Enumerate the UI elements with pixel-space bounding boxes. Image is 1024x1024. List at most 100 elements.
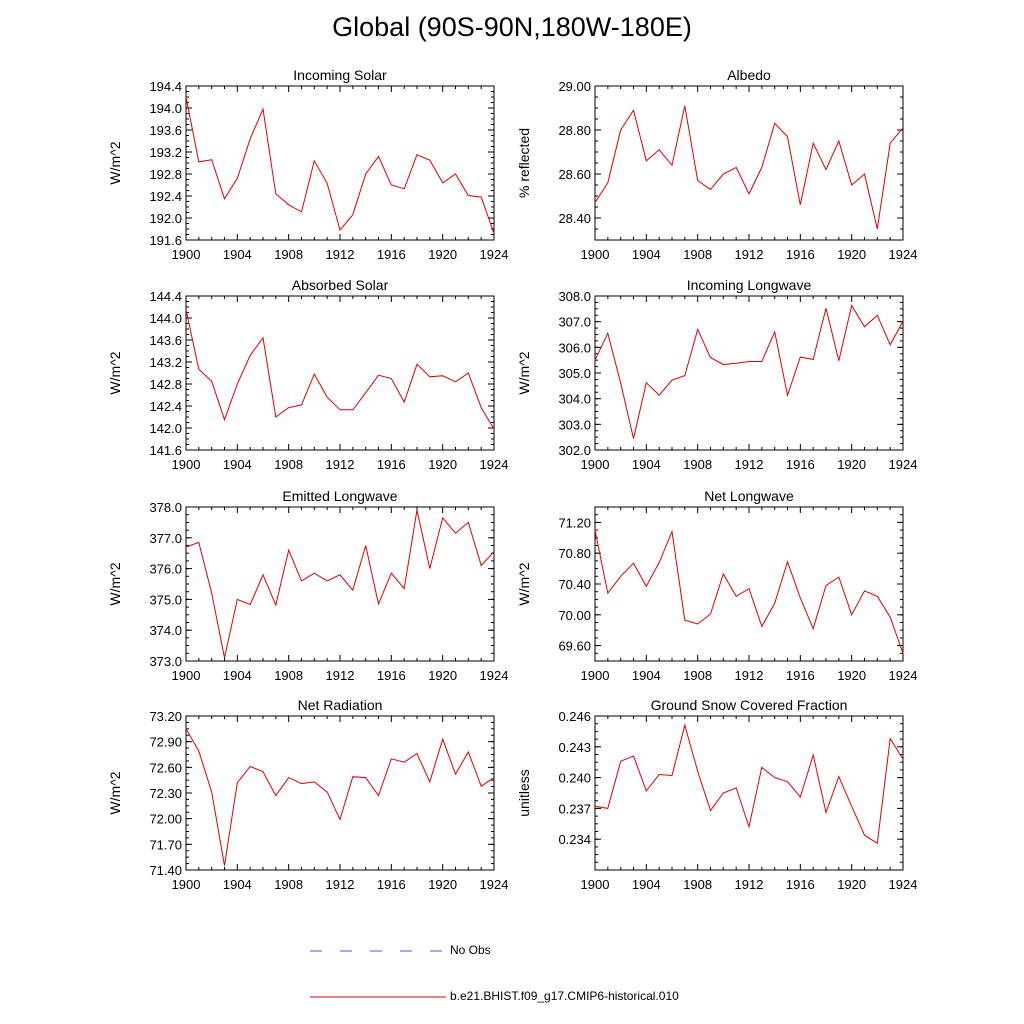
- x-tick-label: 1900: [172, 668, 201, 683]
- y-tick-label: 143.6: [149, 333, 182, 348]
- y-tick-label: 144.0: [149, 311, 182, 326]
- chart-net-longwave: Net Longwave W/m^2 1900 1904 1908 1912 1916 192…: [516, 488, 917, 683]
- x-tick-label: 1916: [377, 457, 406, 472]
- y-tick-label: 70.40: [558, 577, 591, 592]
- y-tick-label: 70.00: [558, 608, 591, 623]
- chart-title: Net Longwave: [704, 488, 794, 504]
- y-tick-label: 373.0: [149, 654, 182, 669]
- x-tick-label: 1900: [172, 877, 201, 892]
- series-line: [594, 304, 904, 439]
- y-tick-label: 193.2: [149, 145, 182, 160]
- x-tick-label: 1920: [428, 247, 457, 262]
- y-axis-label: W/m^2: [107, 771, 123, 814]
- plot-frame: [185, 85, 495, 241]
- y-tick-label: 377.0: [149, 531, 182, 546]
- y-axis-label: W/m^2: [516, 351, 532, 394]
- x-tick-label: 1912: [326, 457, 355, 472]
- legend-solid-line: [310, 996, 446, 998]
- y-tick-label: 28.40: [558, 211, 591, 226]
- legend-label-model-run: b.e21.BHIST.f09_g17.CMIP6-historical.010: [450, 989, 679, 1003]
- x-tick-label: 1920: [837, 668, 866, 683]
- y-tick-label: 70.80: [558, 546, 591, 561]
- x-tick-label: 1920: [837, 457, 866, 472]
- y-axis-label: W/m^2: [107, 351, 123, 394]
- y-tick-label: 144.4: [149, 289, 182, 304]
- y-tick-label: 194.0: [149, 101, 182, 116]
- y-tick-label: 72.60: [149, 760, 182, 775]
- plot-frame: [185, 506, 495, 662]
- x-tick-label: 1908: [274, 247, 303, 262]
- y-tick-label: 306.0: [558, 340, 591, 355]
- plot-frame: [594, 715, 904, 871]
- y-tick-label: 307.0: [558, 315, 591, 330]
- y-axis-label: W/m^2: [107, 141, 123, 184]
- y-tick-label: 71.40: [149, 863, 182, 878]
- y-tick-label: 0.234: [558, 832, 591, 847]
- x-tick-label: 1900: [581, 457, 610, 472]
- y-tick-label: 0.243: [558, 740, 591, 755]
- y-axis-label: unitless: [516, 769, 532, 816]
- y-tick-label: 142.4: [149, 399, 182, 414]
- x-tick-label: 1908: [274, 668, 303, 683]
- y-tick-label: 73.20: [149, 709, 182, 724]
- y-tick-label: 0.237: [558, 801, 591, 816]
- y-tick-label: 375.0: [149, 592, 182, 607]
- x-tick-label: 1908: [683, 247, 712, 262]
- chart-title: Absorbed Solar: [292, 277, 389, 293]
- x-tick-label: 1912: [735, 877, 764, 892]
- x-tick-label: 1920: [428, 457, 457, 472]
- y-tick-label: 378.0: [149, 500, 182, 515]
- y-tick-label: 192.0: [149, 211, 182, 226]
- y-tick-label: 303.0: [558, 417, 591, 432]
- x-tick-label: 1900: [581, 247, 610, 262]
- x-tick-label: 1924: [889, 668, 918, 683]
- y-tick-label: 302.0: [558, 443, 591, 458]
- series-line: [185, 509, 495, 659]
- y-tick-label: 72.30: [149, 786, 182, 801]
- chart-ground-snow-covered-fraction: Ground Snow Covered Fraction unitless 1900…: [516, 697, 917, 892]
- plot-frame: [594, 85, 904, 241]
- x-tick-label: 1924: [480, 668, 509, 683]
- chart-title: Ground Snow Covered Fraction: [651, 697, 848, 713]
- x-tick-label: 1904: [223, 457, 252, 472]
- chart-title: Albedo: [727, 67, 771, 83]
- x-tick-label: 1908: [274, 877, 303, 892]
- x-tick-label: 1912: [735, 457, 764, 472]
- series-line: [594, 105, 904, 230]
- legend-item-model-run: b.e21.BHIST.f09_g17.CMIP6-historical.010: [300, 986, 800, 1008]
- x-tick-label: 1924: [480, 877, 509, 892]
- legend-item-no-obs: No Obs: [300, 940, 800, 962]
- series-line: [185, 96, 495, 234]
- plot-frame: [185, 715, 495, 871]
- x-tick-label: 1916: [786, 668, 815, 683]
- chart-title: Emitted Longwave: [282, 488, 397, 504]
- plot-frame: [594, 295, 904, 451]
- y-tick-label: 143.2: [149, 355, 182, 370]
- y-tick-label: 0.246: [558, 709, 591, 724]
- chart-incoming-solar: Incoming Solar W/m^2 1900 1904 1908 1912 1916 1…: [107, 67, 508, 262]
- x-tick-label: 1900: [172, 457, 201, 472]
- x-tick-label: 1908: [683, 877, 712, 892]
- series-line: [594, 723, 904, 845]
- x-tick-label: 1924: [889, 247, 918, 262]
- x-tick-label: 1908: [274, 457, 303, 472]
- y-tick-label: 193.6: [149, 123, 182, 138]
- x-tick-label: 1912: [735, 247, 764, 262]
- x-tick-label: 1904: [632, 877, 661, 892]
- series-line: [185, 728, 495, 866]
- y-tick-label: 71.70: [149, 837, 182, 852]
- y-tick-label: 72.90: [149, 735, 182, 750]
- x-tick-label: 1908: [683, 457, 712, 472]
- plot-frame: [594, 506, 904, 662]
- x-tick-label: 1904: [632, 247, 661, 262]
- chart-title: Incoming Longwave: [687, 277, 812, 293]
- chart-emitted-longwave: Emitted Longwave W/m^2 1900 1904 1908 1912 191…: [107, 488, 508, 683]
- x-tick-label: 1912: [735, 668, 764, 683]
- series-line: [594, 529, 904, 654]
- x-tick-label: 1920: [428, 877, 457, 892]
- x-tick-label: 1924: [480, 457, 509, 472]
- x-tick-label: 1916: [377, 877, 406, 892]
- chart-net-radiation: Net Radiation W/m^2 1900 1904 1908 1912 1916 19…: [107, 697, 508, 892]
- plot-frame: [185, 295, 495, 451]
